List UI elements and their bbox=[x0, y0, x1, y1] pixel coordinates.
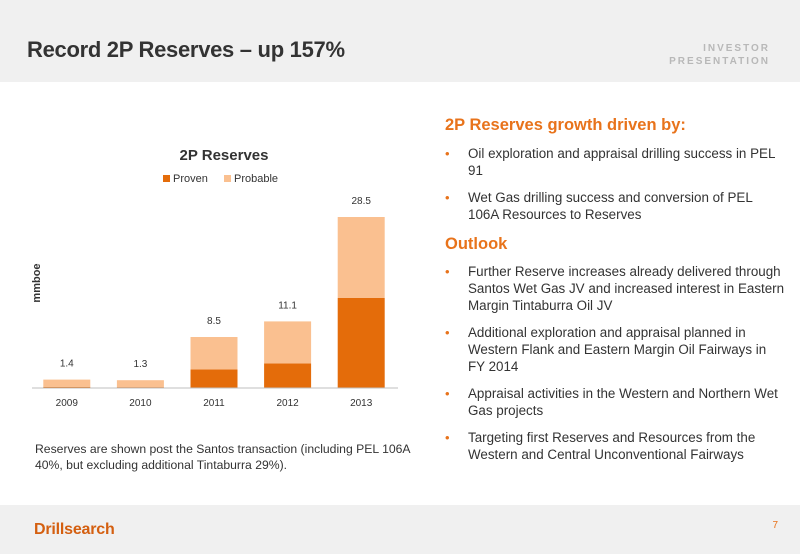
legend-swatch-proven bbox=[163, 175, 170, 182]
growth-bullet: Wet Gas drilling success and conversion … bbox=[445, 189, 785, 223]
legend-swatch-probable bbox=[224, 175, 231, 182]
right-panel: 2P Reserves growth driven by: Oil explor… bbox=[445, 116, 785, 473]
section-tag-line2: PRESENTATION bbox=[669, 56, 770, 67]
outlook-bullet: Additional exploration and appraisal pla… bbox=[445, 324, 785, 375]
bar-probable-2012 bbox=[264, 321, 312, 364]
bar-probable-2011 bbox=[190, 337, 238, 370]
growth-heading: 2P Reserves growth driven by: bbox=[445, 116, 686, 134]
outlook-bullet: Appraisal activities in the Western and … bbox=[445, 385, 785, 419]
x-tick-label: 2009 bbox=[56, 398, 79, 409]
slide-title: Record 2P Reserves – up 157% bbox=[27, 37, 345, 62]
x-tick-label: 2011 bbox=[203, 398, 225, 409]
bar-proven-2009 bbox=[43, 386, 91, 388]
bar-probable-2009 bbox=[43, 379, 91, 387]
growth-bullet: Oil exploration and appraisal drilling s… bbox=[445, 145, 785, 179]
bar-proven-2011 bbox=[190, 369, 238, 388]
bar-probable-2010 bbox=[116, 380, 164, 388]
bar-proven-2013 bbox=[337, 298, 385, 388]
legend-label-probable: Probable bbox=[234, 173, 278, 185]
bar-total-label: 1.4 bbox=[60, 359, 74, 370]
bar-probable-2013 bbox=[337, 217, 385, 298]
chart-title: 2P Reserves bbox=[180, 147, 269, 164]
y-axis-label: mmboe bbox=[31, 263, 43, 302]
x-tick-label: 2010 bbox=[129, 398, 152, 409]
growth-bullets: Oil exploration and appraisal drilling s… bbox=[445, 145, 785, 223]
outlook-heading: Outlook bbox=[445, 235, 508, 253]
bar-proven-2012 bbox=[264, 363, 312, 388]
bar-total-label: 28.5 bbox=[351, 196, 371, 207]
x-tick-label: 2013 bbox=[350, 398, 373, 409]
company-logo: Drillsearch bbox=[34, 521, 115, 538]
bar-total-label: 8.5 bbox=[207, 316, 221, 327]
bar-total-label: 11.1 bbox=[278, 300, 297, 311]
outlook-bullets: Further Reserve increases already delive… bbox=[445, 263, 785, 463]
page-number: 7 bbox=[772, 520, 778, 531]
section-tag: INVESTOR PRESENTATION bbox=[570, 42, 770, 68]
section-tag-line1: INVESTOR bbox=[703, 43, 770, 54]
footnote: Reserves are shown post the Santos trans… bbox=[35, 442, 410, 472]
outlook-bullet: Further Reserve increases already delive… bbox=[445, 263, 785, 314]
footer-band bbox=[0, 505, 800, 554]
header-band bbox=[0, 0, 800, 82]
reserves-chart: 2P Reserves Proven Probable mmboe 1.4 2009 1.3… bbox=[31, 147, 398, 409]
outlook-bullet: Targeting first Reserves and Resources f… bbox=[445, 429, 785, 463]
x-tick-label: 2012 bbox=[276, 398, 299, 409]
legend-label-proven: Proven bbox=[173, 173, 208, 185]
bar-total-label: 1.3 bbox=[133, 359, 147, 370]
